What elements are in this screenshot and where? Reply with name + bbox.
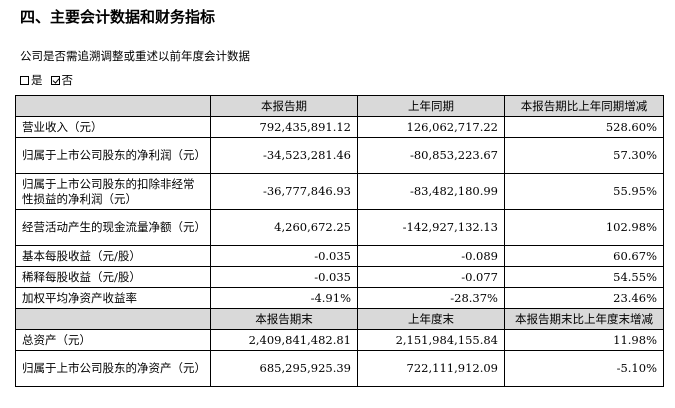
header-cell: 上年度末 bbox=[357, 308, 505, 330]
change-value: 60.67% bbox=[504, 245, 664, 267]
current-value: -4.91% bbox=[210, 287, 358, 309]
table-header-row: 本报告期 上年同期 本报告期比上年同期增减 bbox=[15, 95, 664, 117]
prior-value: -0.077 bbox=[357, 266, 505, 288]
current-value: -0.035 bbox=[210, 266, 358, 288]
prior-value: -83,482,180.99 bbox=[357, 173, 505, 210]
option-no-label: 否 bbox=[61, 73, 74, 87]
change-value: 102.98% bbox=[504, 209, 664, 246]
prior-value: -80,853,223.67 bbox=[357, 137, 505, 174]
table-row: 归属于上市公司股东的扣除非经常性损益的净利润（元） -36,777,846.93… bbox=[15, 173, 664, 210]
change-value: 54.55% bbox=[504, 266, 664, 288]
checkbox-unchecked-icon[interactable] bbox=[20, 75, 29, 85]
current-value: -36,777,846.93 bbox=[210, 173, 358, 210]
change-value: 528.60% bbox=[504, 116, 664, 138]
table-row: 归属于上市公司股东的净利润（元） -34,523,281.46 -80,853,… bbox=[15, 137, 664, 174]
table-row: 基本每股收益（元/股） -0.035 -0.089 60.67% bbox=[15, 245, 664, 267]
table-row: 总资产（元） 2,409,841,482.81 2,151,984,155.84… bbox=[15, 329, 664, 351]
change-value: 57.30% bbox=[504, 137, 664, 174]
option-no[interactable]: 否 bbox=[50, 72, 74, 88]
current-value: -0.035 bbox=[210, 245, 358, 267]
prior-value: -142,927,132.13 bbox=[357, 209, 505, 246]
current-value: -34,523,281.46 bbox=[210, 137, 358, 174]
header-cell bbox=[15, 95, 211, 117]
header-cell bbox=[15, 308, 211, 330]
financial-data-table: 本报告期 上年同期 本报告期比上年同期增减 营业收入（元） 792,435,89… bbox=[15, 95, 664, 387]
change-value: 11.98% bbox=[504, 329, 664, 351]
prior-value: 722,111,912.09 bbox=[357, 350, 505, 387]
prior-value: -0.089 bbox=[357, 245, 505, 267]
header-cell: 本报告期末 bbox=[210, 308, 358, 330]
row-label: 总资产（元） bbox=[15, 329, 211, 351]
restatement-question: 公司是否需追溯调整或重述以前年度会计数据 bbox=[20, 49, 250, 63]
section-title: 四、主要会计数据和财务指标 bbox=[20, 8, 216, 26]
change-value: 23.46% bbox=[504, 287, 664, 309]
table-row: 归属于上市公司股东的净资产（元） 685,295,925.39 722,111,… bbox=[15, 350, 664, 387]
header-cell: 本报告期比上年同期增减 bbox=[504, 95, 664, 117]
current-value: 4,260,672.25 bbox=[210, 209, 358, 246]
table-row: 营业收入（元） 792,435,891.12 126,062,717.22 52… bbox=[15, 116, 664, 138]
row-label: 营业收入（元） bbox=[15, 116, 211, 138]
change-value: 55.95% bbox=[504, 173, 664, 210]
header-cell: 本报告期末比上年度末增减 bbox=[504, 308, 664, 330]
table-header-row: 本报告期末 上年度末 本报告期末比上年度末增减 bbox=[15, 308, 664, 330]
header-cell: 本报告期 bbox=[210, 95, 358, 117]
row-label: 归属于上市公司股东的净资产（元） bbox=[15, 350, 211, 387]
prior-value: -28.37% bbox=[357, 287, 505, 309]
row-label: 归属于上市公司股东的扣除非经常性损益的净利润（元） bbox=[15, 173, 211, 210]
current-value: 2,409,841,482.81 bbox=[210, 329, 358, 351]
table-row: 稀释每股收益（元/股） -0.035 -0.077 54.55% bbox=[15, 266, 664, 288]
row-label: 稀释每股收益（元/股） bbox=[15, 266, 211, 288]
checkbox-checked-icon[interactable] bbox=[50, 75, 60, 85]
option-yes-label: 是 bbox=[31, 73, 43, 87]
table-row: 加权平均净资产收益率 -4.91% -28.37% 23.46% bbox=[15, 287, 664, 309]
current-value: 792,435,891.12 bbox=[210, 116, 358, 138]
prior-value: 2,151,984,155.84 bbox=[357, 329, 505, 351]
row-label: 基本每股收益（元/股） bbox=[15, 245, 211, 267]
table-row: 经营活动产生的现金流量净额（元） 4,260,672.25 -142,927,1… bbox=[15, 209, 664, 246]
restatement-options: 是 否 bbox=[20, 72, 81, 88]
row-label: 加权平均净资产收益率 bbox=[15, 287, 211, 309]
change-value: -5.10% bbox=[504, 350, 664, 387]
prior-value: 126,062,717.22 bbox=[357, 116, 505, 138]
current-value: 685,295,925.39 bbox=[210, 350, 358, 387]
row-label: 经营活动产生的现金流量净额（元） bbox=[15, 209, 211, 246]
option-yes[interactable]: 是 bbox=[20, 72, 43, 88]
row-label: 归属于上市公司股东的净利润（元） bbox=[15, 137, 211, 174]
header-cell: 上年同期 bbox=[357, 95, 505, 117]
